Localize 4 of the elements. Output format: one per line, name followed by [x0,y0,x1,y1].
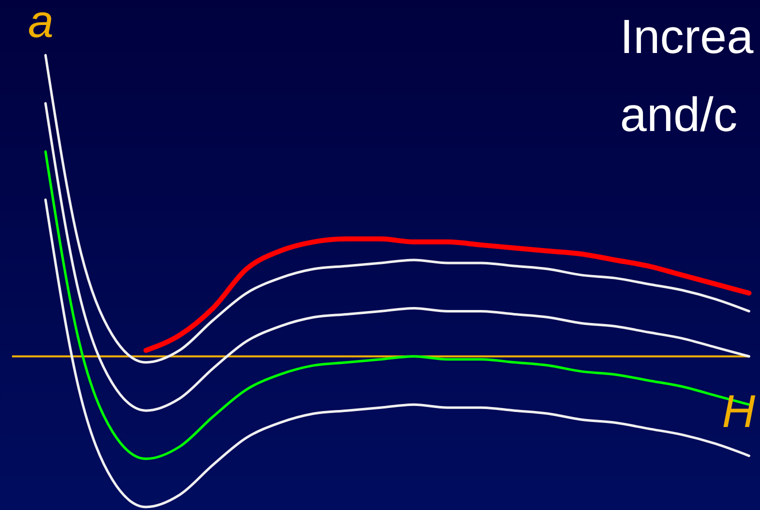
x-axis-title: H [722,384,756,438]
annotation: Increa [620,10,754,65]
y-axis-title: a [28,0,54,48]
annotation: and/c [620,88,738,143]
